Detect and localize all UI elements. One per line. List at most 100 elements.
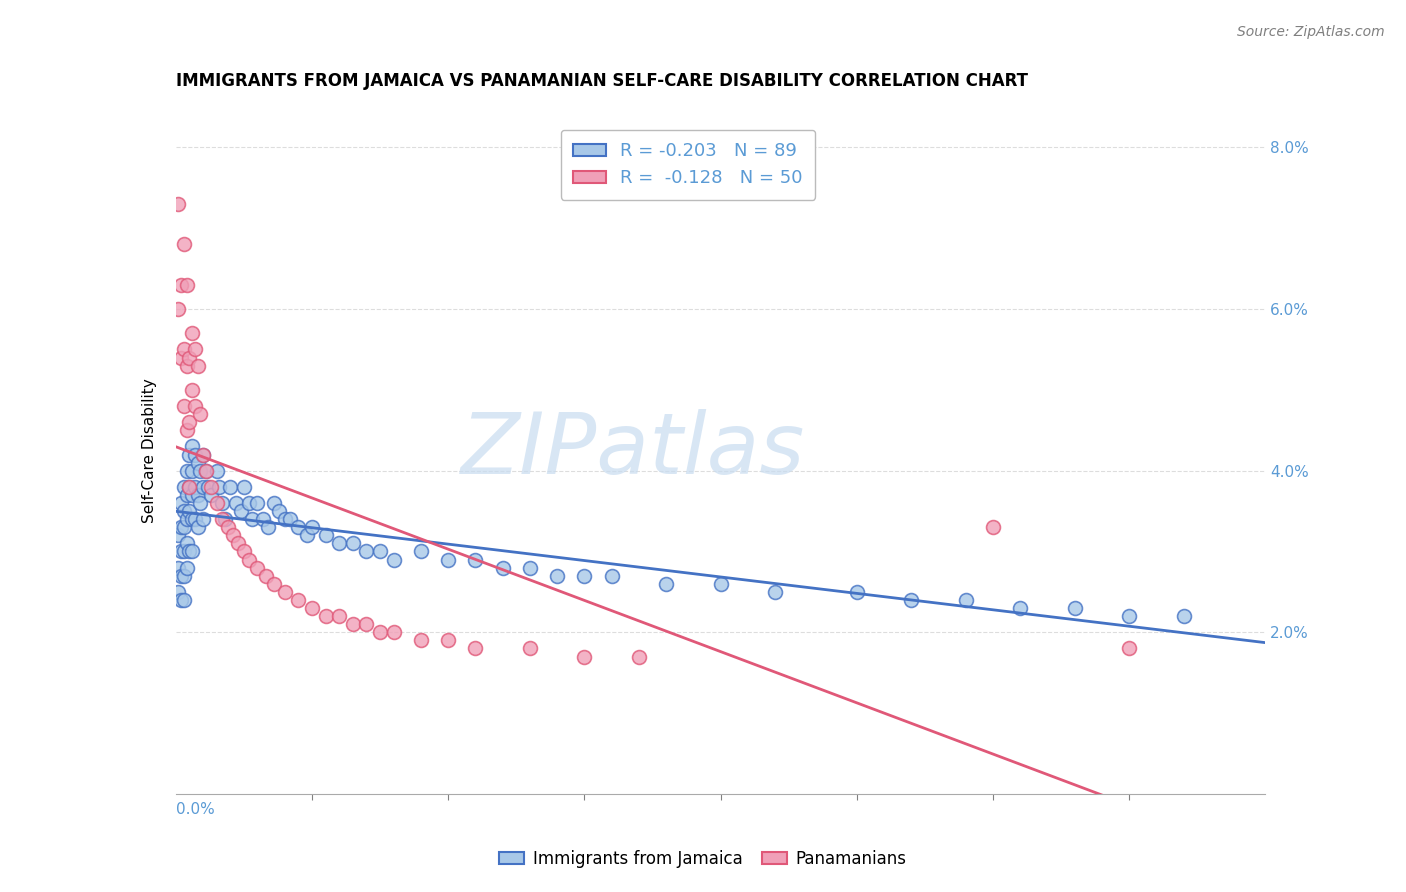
Text: IMMIGRANTS FROM JAMAICA VS PANAMANIAN SELF-CARE DISABILITY CORRELATION CHART: IMMIGRANTS FROM JAMAICA VS PANAMANIAN SE… [176,72,1028,90]
Text: 0.0%: 0.0% [176,802,215,817]
Point [492,560,515,574]
Point [179,415,201,429]
Point [205,496,228,510]
Point [287,520,309,534]
Point [238,552,260,566]
Point [301,601,323,615]
Point [167,528,190,542]
Point [437,633,460,648]
Point [176,488,198,502]
Point [328,609,350,624]
Point [170,496,193,510]
Point [315,609,337,624]
Point [176,277,198,292]
Point [228,536,250,550]
Point [191,448,214,462]
Point [173,504,195,518]
Point [184,512,207,526]
Point [181,326,204,341]
Point [368,625,391,640]
Point [186,359,209,373]
Point [184,480,207,494]
Point [222,528,245,542]
Point [181,464,204,478]
Point [240,512,263,526]
Point [845,585,868,599]
Point [328,536,350,550]
Point [214,512,236,526]
Point [546,568,568,582]
Point [173,343,195,357]
Point [173,237,195,252]
Point [382,552,405,566]
Point [211,512,233,526]
Point [176,512,198,526]
Point [274,585,297,599]
Point [173,544,195,558]
Point [574,649,596,664]
Point [231,504,253,518]
Legend: Immigrants from Jamaica, Panamanians: Immigrants from Jamaica, Panamanians [492,844,914,875]
Point [257,520,280,534]
Point [167,197,190,211]
Point [181,439,204,453]
Point [181,512,204,526]
Point [246,560,269,574]
Point [191,448,214,462]
Point [188,496,211,510]
Point [179,544,201,558]
Point [194,464,217,478]
Point [356,617,378,632]
Point [197,480,219,494]
Point [981,520,1004,534]
Point [186,520,209,534]
Point [252,512,274,526]
Point [167,301,190,316]
Point [208,480,231,494]
Point [191,480,214,494]
Point [194,464,217,478]
Point [342,617,364,632]
Text: ZIPatlas: ZIPatlas [461,409,806,492]
Point [191,512,214,526]
Point [900,593,922,607]
Point [763,585,786,599]
Point [173,593,195,607]
Point [246,496,269,510]
Point [1063,601,1085,615]
Point [295,528,318,542]
Point [176,464,198,478]
Point [173,568,195,582]
Point [710,576,733,591]
Point [519,560,541,574]
Point [179,504,201,518]
Point [179,351,201,365]
Point [263,576,285,591]
Point [184,343,207,357]
Point [176,560,198,574]
Point [225,496,247,510]
Point [217,520,239,534]
Point [342,536,364,550]
Point [238,496,260,510]
Point [464,641,486,656]
Point [211,496,233,510]
Point [170,593,193,607]
Point [1118,641,1140,656]
Point [409,544,432,558]
Point [176,423,198,437]
Point [263,496,285,510]
Point [188,407,211,421]
Point [200,488,222,502]
Point [287,593,309,607]
Point [519,641,541,656]
Legend: R = -0.203   N = 89, R =  -0.128   N = 50: R = -0.203 N = 89, R = -0.128 N = 50 [561,130,815,200]
Point [464,552,486,566]
Point [167,585,190,599]
Point [186,488,209,502]
Point [600,568,623,582]
Point [356,544,378,558]
Point [173,520,195,534]
Point [170,277,193,292]
Point [184,399,207,413]
